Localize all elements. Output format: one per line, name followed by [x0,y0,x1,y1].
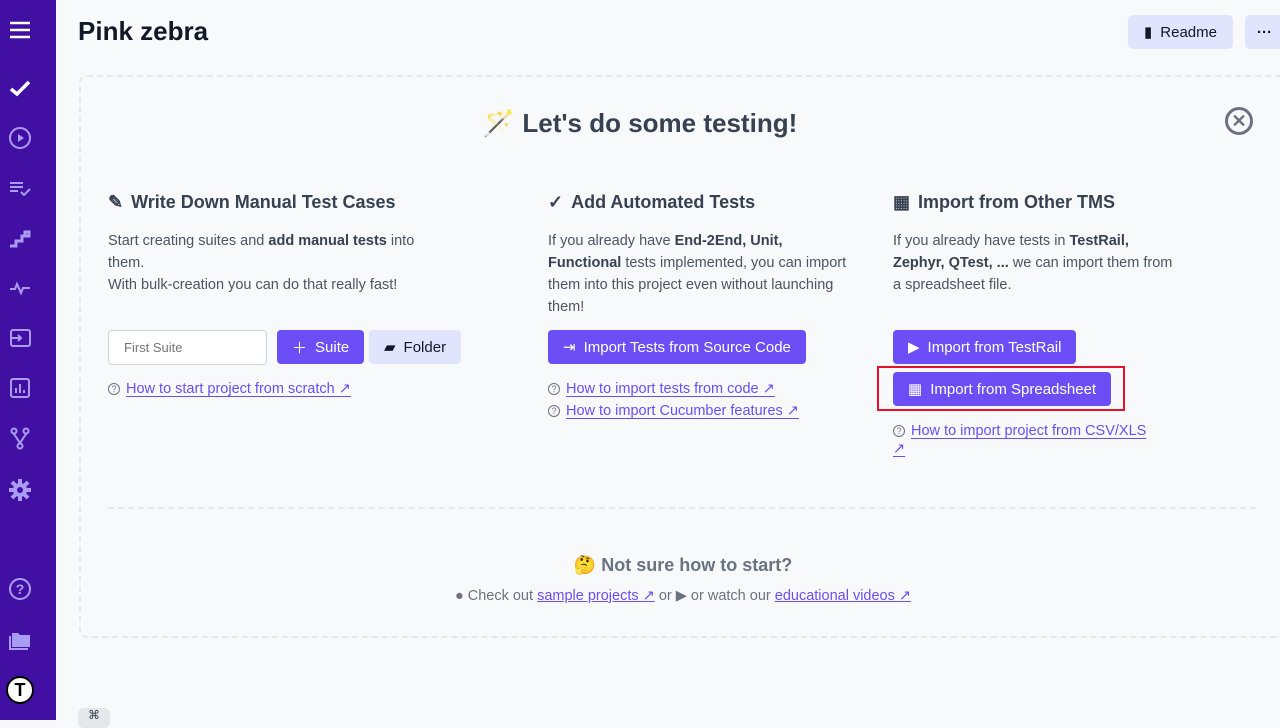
avatar[interactable]: T [6,676,34,704]
play-icon[interactable] [6,124,34,152]
suite-label: Suite [315,338,350,356]
csv-help-link[interactable]: How to import project from CSV/XLS [911,423,1147,439]
help-circle-icon: ? [548,405,560,417]
check-circle-plus-icon: ✓ [548,191,564,212]
table-plus-icon: ▦ [893,191,911,212]
sample-projects-link[interactable]: sample projects ↗ [537,588,655,604]
youtube-icon: ▶ [675,588,687,604]
branch-icon[interactable] [6,424,34,452]
highlight-box [877,366,1125,411]
divider [108,507,1256,509]
automated-description: If you already have End-2End, Unit, Func… [548,233,847,315]
tms-description: If you already have tests in TestRail, Z… [893,233,1173,293]
readme-label: Readme [1160,23,1217,41]
folder-icon[interactable] [6,626,34,654]
csv-help-link-arrow[interactable]: ↗ [893,441,906,457]
help-heading: 🤔 Not sure how to start? [0,555,1280,576]
tms-section: ▦ Import from Other TMS If you already ha… [893,190,1183,296]
thinking-emoji-icon: 🤔 [573,555,597,575]
manual-heading: Write Down Manual Test Cases [131,191,396,212]
hero-title: 🪄 Let's do some testing! [0,108,1280,139]
svg-text:?: ? [16,581,25,597]
import-icon[interactable] [6,324,34,352]
help-circle-icon: ? [893,425,905,437]
page-title: Pink zebra [78,16,209,46]
import-source-label: Import Tests from Source Code [583,338,791,356]
help-title: Not sure how to start? [601,555,793,575]
manual-section: ✎ Write Down Manual Test Cases Start crea… [108,190,448,296]
cucumber-help-link[interactable]: How to import Cucumber features ↗ [566,403,799,419]
book-icon: ▮ [1144,24,1153,41]
magic-pen-icon: ✎ [108,191,124,212]
stairs-icon[interactable] [6,224,34,252]
welcome-panel [79,75,1280,638]
sidebar: ? T [0,0,56,720]
automated-section: ✓ Add Automated Tests If you already have… [548,190,848,318]
more-button[interactable]: ··· [1245,15,1280,49]
help-line: ● Check out sample projects ↗ or ▶ or wa… [454,588,912,604]
help-icon[interactable]: ? [6,575,34,603]
menu-icon[interactable] [6,16,34,44]
manual-description: Start creating suites and add manual tes… [108,233,415,293]
hero-text: Let's do some testing! [522,108,798,138]
scratch-help-link[interactable]: How to start project from scratch ↗ [126,381,351,397]
table-plus-icon: ▦ [908,381,923,398]
educational-videos-link[interactable]: educational videos ↗ [774,588,912,604]
import-code-help-link[interactable]: How to import tests from code ↗ [566,381,775,397]
gear-icon[interactable] [6,476,34,504]
chart-icon[interactable] [6,374,34,402]
import-testrail-button[interactable]: ▶ Import from TestRail [893,330,1077,364]
suite-name-input[interactable] [108,330,267,365]
add-suite-button[interactable]: ＋ Suite [277,330,365,364]
wand-icon: 🪄 [482,108,516,138]
import-icon: ⇥ [563,339,576,356]
pulse-icon[interactable] [6,274,34,302]
automated-heading: Add Automated Tests [571,191,756,212]
help-circle-icon: ? [548,383,560,395]
readme-button[interactable]: ▮ Readme [1128,15,1233,49]
close-icon[interactable]: ✕ [1225,107,1253,135]
folder-plus-icon: ▰ [384,339,396,356]
import-spreadsheet-button[interactable]: ▦ Import from Spreadsheet [893,372,1112,406]
testrail-label: Import from TestRail [927,338,1062,356]
import-source-code-button[interactable]: ⇥ Import Tests from Source Code [548,330,806,364]
testrail-icon: ▶ [908,339,920,356]
add-folder-button[interactable]: ▰ Folder [369,330,462,364]
plus-icon: ＋ [292,339,308,357]
check-icon[interactable] [6,74,34,102]
shortcut-icon[interactable]: ⌘ [78,708,110,728]
folder-label: Folder [403,338,447,356]
help-circle-icon: ? [108,383,120,395]
tms-heading: Import from Other TMS [918,191,1116,212]
spreadsheet-label: Import from Spreadsheet [930,380,1097,398]
checklist-icon[interactable] [6,174,34,202]
github-icon: ● [454,588,464,604]
